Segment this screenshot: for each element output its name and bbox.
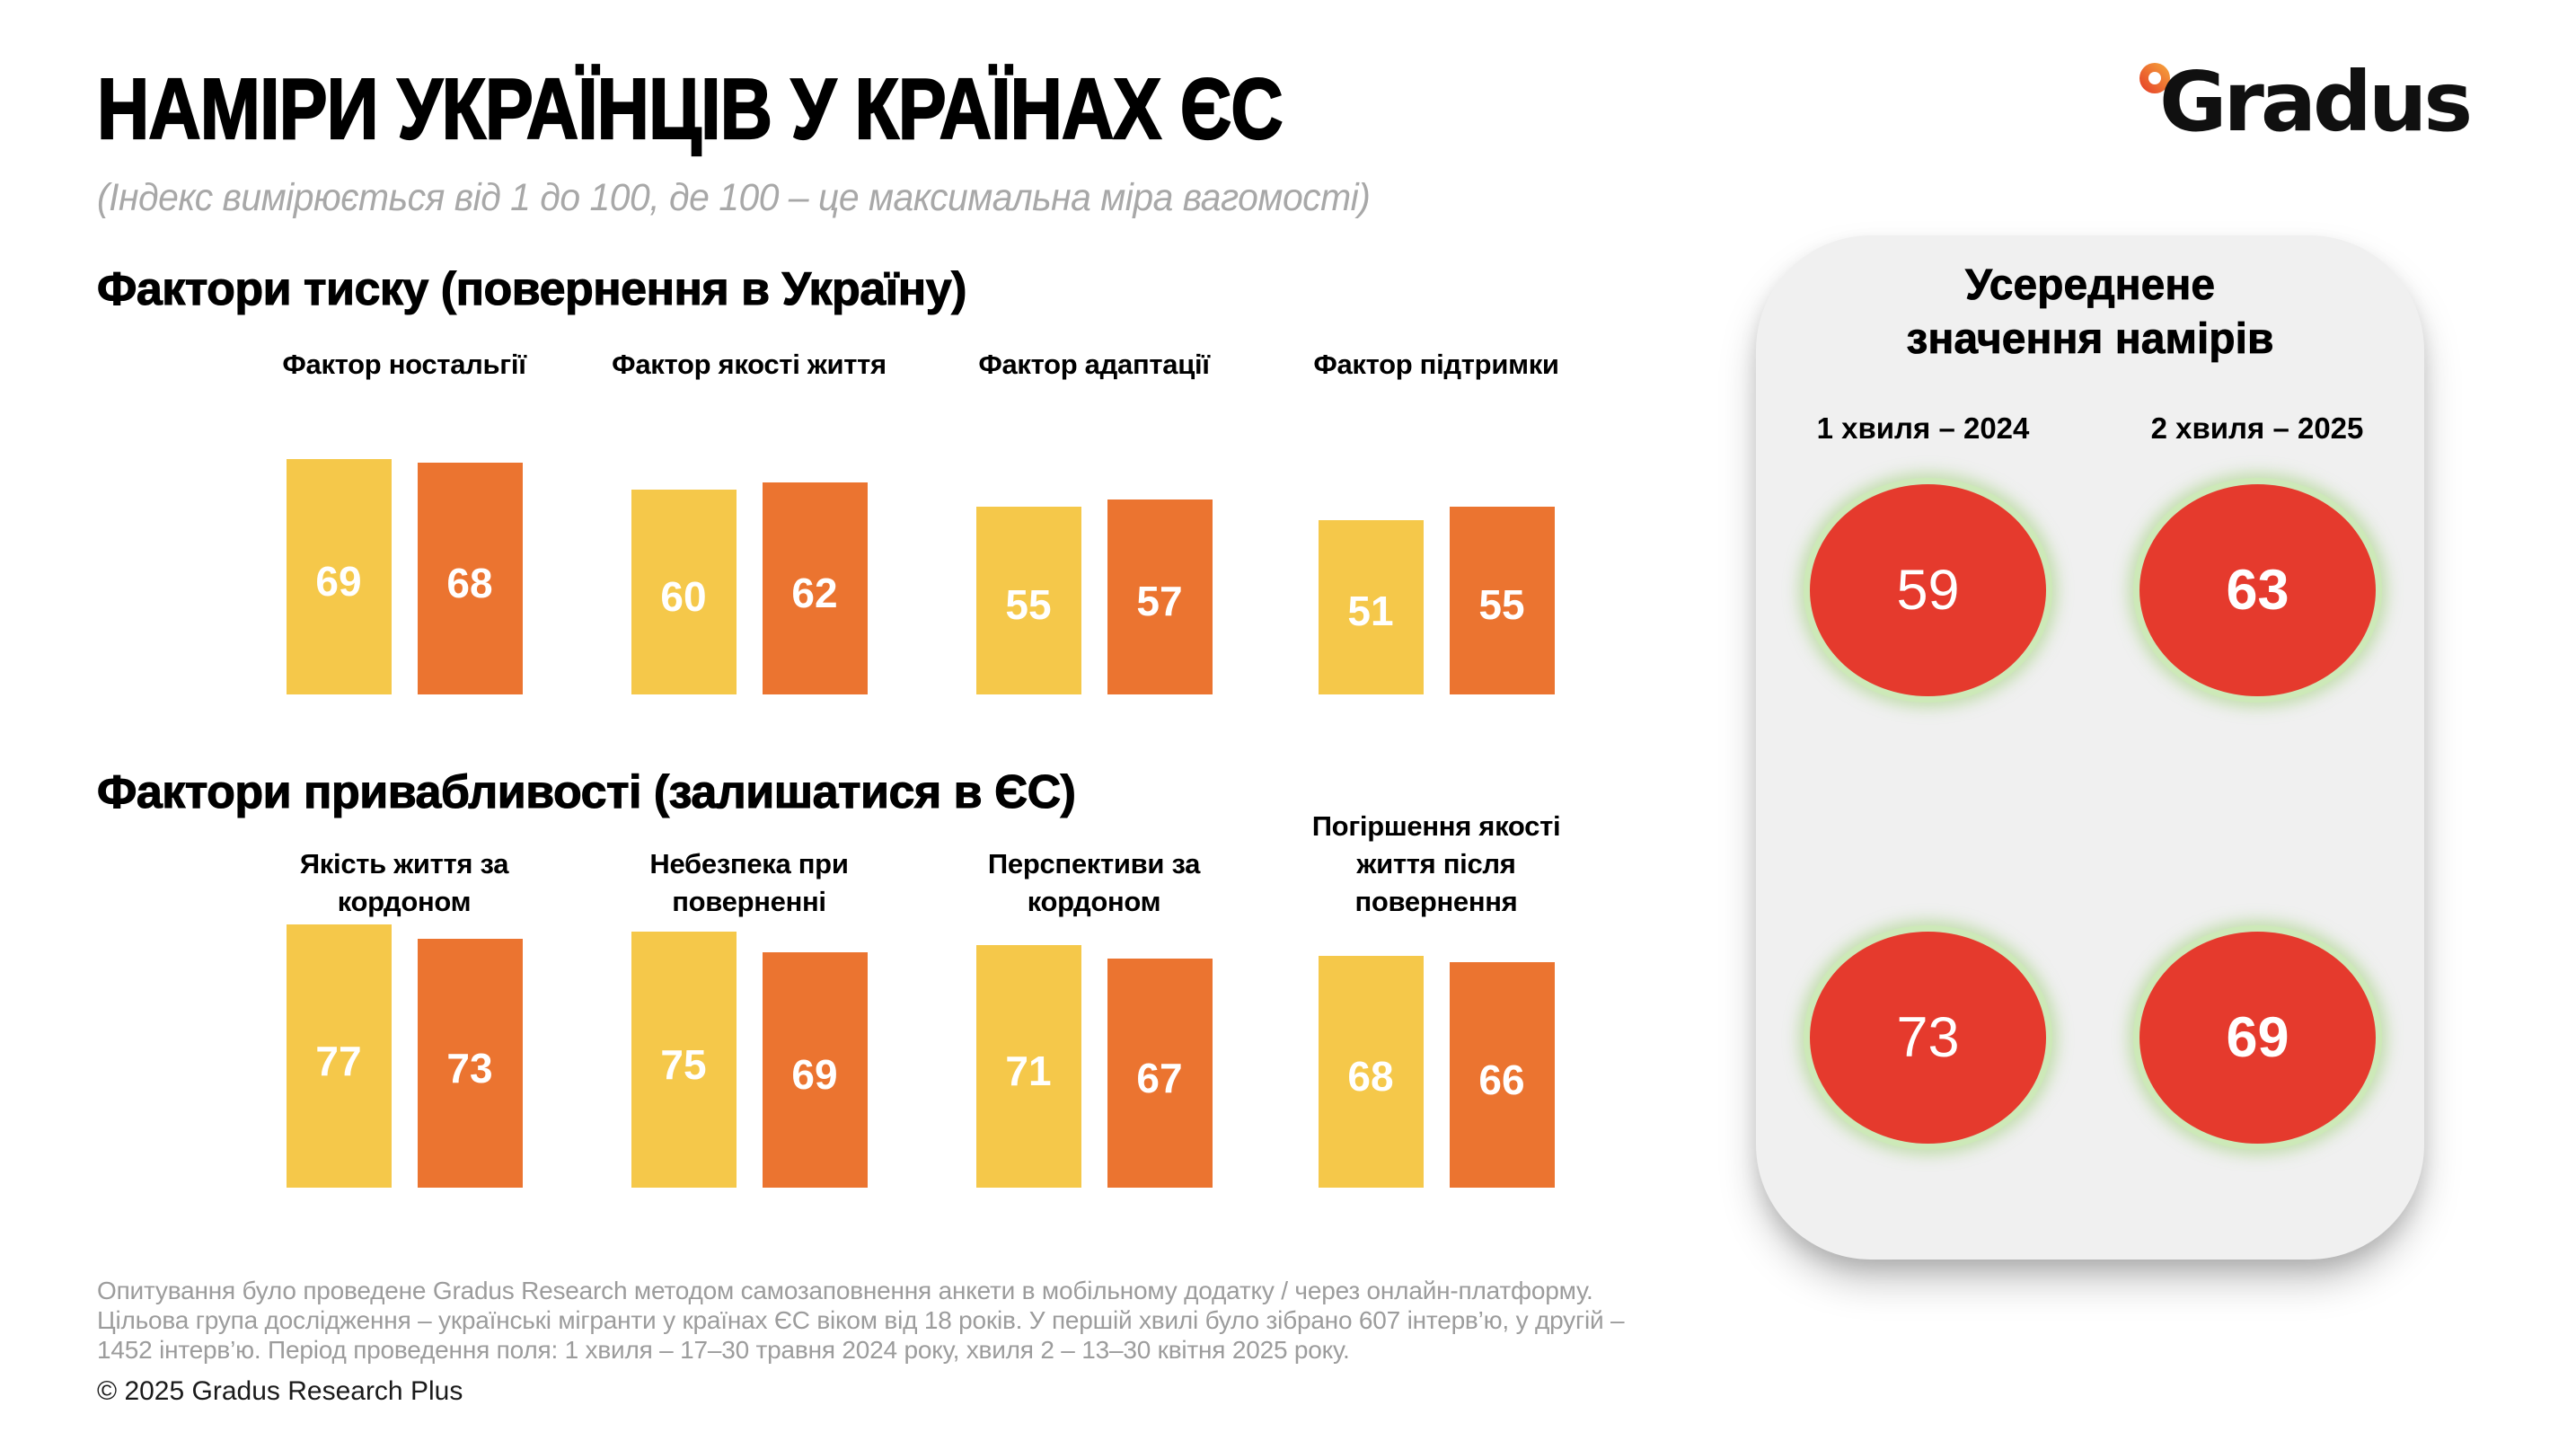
wave-column-labels: 1 хвиля – 2024 2 хвиля – 2025 (1756, 411, 2424, 446)
factor-label: Погіршення якості життя після повернення (1311, 810, 1561, 917)
page-subtitle: (Індекс вимірюється від 1 до 100, де 100… (97, 176, 1371, 219)
bar-pair: 51 55 (1264, 389, 1609, 694)
bar-value: 71 (1005, 1048, 1052, 1095)
bar-wave1: 51 (1318, 520, 1424, 694)
factor-label: Небезпека при поверненні (649, 848, 849, 917)
factor-label: Фактор підтримки (1313, 349, 1559, 380)
page-title: НАМІРИ УКРАЇНЦІВ У КРАЇНАХ ЄС (96, 61, 1284, 157)
bar-wave2: 62 (762, 482, 868, 694)
gradus-ring-icon (2139, 63, 2170, 93)
bar-pair: 71 67 (922, 921, 1266, 1188)
bar-value: 69 (315, 558, 362, 606)
factor-label: Фактор адаптації (978, 349, 1210, 380)
bar-wave2: 69 (762, 952, 868, 1188)
bar-wave1: 77 (286, 924, 392, 1188)
factor-group-worse-after-return: Погіршення якості життя після повернення… (1264, 806, 1609, 1188)
factor-group-quality-abroad: Якість життя за кордоном 77 73 (232, 806, 577, 1188)
bar-value: 55 (1005, 580, 1052, 628)
bar-pair: 55 57 (922, 389, 1266, 694)
summary-panel-title: Усереднене значення намірів (1906, 261, 2274, 364)
bar-wave1: 71 (975, 945, 1081, 1188)
bar-value: 69 (791, 1051, 838, 1099)
factor-group-nostalgia: Фактор ностальгії 69 68 (232, 346, 577, 694)
methodology-note: Опитування було проведене Gradus Researc… (97, 1277, 1625, 1364)
factor-label: Фактор якості життя (612, 349, 887, 380)
bar-wave2: 67 (1107, 959, 1213, 1188)
bar-wave2: 68 (417, 463, 523, 694)
bar-wave1: 55 (975, 507, 1081, 694)
bar-value: 51 (1347, 587, 1394, 634)
bar-pair: 60 62 (577, 389, 922, 694)
bar-wave1: 60 (631, 490, 737, 694)
bar-pair: 77 73 (232, 921, 577, 1188)
summary-circle-stay-wave2: 69 (2133, 925, 2382, 1150)
bar-value: 73 (446, 1045, 493, 1092)
attract-section-heading: Фактори привабливості (залишатися в ЄС) (96, 765, 1076, 818)
bar-wave1: 69 (286, 459, 392, 694)
bar-wave1: 68 (1318, 956, 1424, 1188)
factor-group-prospects-abroad: Перспективи за кордоном 71 67 (922, 806, 1266, 1188)
bar-value: 57 (1136, 577, 1183, 624)
wave2-column-label: 2 хвиля – 2025 (2150, 411, 2364, 445)
bar-pair: 69 68 (232, 389, 577, 694)
gradus-logo-text: Gradus (2159, 54, 2473, 150)
bar-value: 68 (446, 560, 493, 607)
bar-wave2: 73 (417, 939, 523, 1188)
factor-group-support: Фактор підтримки 51 55 (1264, 346, 1609, 694)
bar-value: 75 (660, 1041, 707, 1089)
factor-group-life-quality: Фактор якості життя 60 62 (577, 346, 922, 694)
factor-label: Якість життя за кордоном (299, 848, 509, 917)
summary-circle-return-wave1: 59 (1804, 478, 2052, 703)
copyright: © 2025 Gradus Research Plus (97, 1376, 463, 1406)
bar-wave1: 75 (631, 932, 737, 1188)
bar-value: 68 (1347, 1053, 1394, 1101)
factor-label: Фактор ностальгії (282, 349, 526, 380)
bar-value: 60 (660, 572, 707, 620)
summary-circle-return-wave2: 63 (2133, 478, 2382, 703)
gradus-logo: Gradus (2138, 52, 2533, 178)
pressure-section-heading: Фактори тиску (повернення в Україну) (96, 262, 967, 315)
factor-label: Перспективи за кордоном (987, 848, 1201, 917)
bar-wave2: 66 (1449, 962, 1555, 1188)
factor-group-danger-return: Небезпека при поверненні 75 69 (577, 806, 922, 1188)
bar-value: 67 (1136, 1054, 1183, 1101)
bar-value: 62 (791, 569, 838, 616)
bar-pair: 68 66 (1264, 921, 1609, 1188)
bar-value: 55 (1478, 580, 1525, 628)
bar-value: 66 (1478, 1056, 1525, 1103)
bar-value: 77 (315, 1038, 362, 1085)
bar-pair: 75 69 (577, 921, 922, 1188)
summary-panel: Усереднене значення намірів 1 хвиля – 20… (1756, 235, 2424, 1260)
bar-wave2: 55 (1449, 507, 1555, 694)
wave1-column-label: 1 хвиля – 2024 (1816, 411, 2030, 445)
bar-wave2: 57 (1107, 499, 1213, 694)
summary-circle-stay-wave1: 73 (1804, 925, 2052, 1150)
factor-group-adaptation: Фактор адаптації 55 57 (922, 346, 1266, 694)
